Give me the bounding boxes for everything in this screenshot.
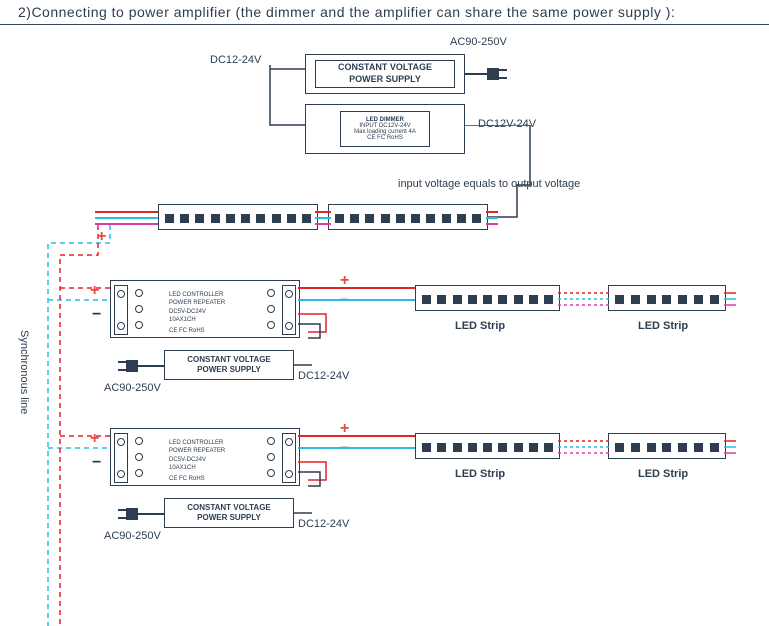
strip-1a: [415, 285, 560, 311]
wire-psu2-out: [294, 508, 314, 518]
seg2-end-leads: [486, 204, 500, 234]
title-rule: [0, 24, 769, 25]
plug-icon-top: [465, 60, 515, 88]
strip-2b: [608, 433, 726, 459]
psu-top-outer: CONSTANT VOLTAGE POWER SUPPLY: [305, 54, 465, 94]
label-strip-1a: LED Strip: [455, 320, 505, 332]
label-strip-2b: LED Strip: [638, 468, 688, 480]
plug-icon-ctrl2: [110, 502, 166, 526]
plus-seg1: +: [97, 228, 106, 246]
seg-between-leads: [315, 204, 331, 234]
led-seg2-dots: [335, 209, 481, 227]
psu-ctrl1: CONSTANT VOLTAGEPOWER SUPPLY: [164, 350, 294, 380]
strip1-between: [558, 285, 610, 315]
strip-2a: [415, 433, 560, 459]
psu-top-inner: CONSTANT VOLTAGE POWER SUPPLY: [315, 60, 455, 88]
ctrl1-out-wires: [298, 280, 420, 340]
ctrl2-out-wires: [298, 428, 420, 488]
ctrl2-endcap-r: [282, 433, 296, 483]
wire-dc-left: [268, 65, 308, 135]
ctrl2-endcap-l: [114, 433, 128, 483]
psu-ctrl2: CONSTANT VOLTAGEPOWER SUPPLY: [164, 498, 294, 528]
label-strip-2a: LED Strip: [455, 468, 505, 480]
label-ac-ctrl2: AC90-250V: [104, 530, 161, 542]
minus-in-2: −: [92, 454, 101, 472]
strip1-end: [724, 285, 738, 315]
label-sync-line: Synchronous line: [18, 330, 30, 414]
label-dc-ctrl2: DC12-24V: [298, 518, 349, 530]
label-strip-1b: LED Strip: [638, 320, 688, 332]
label-dc-ctrl1: DC12-24V: [298, 370, 349, 382]
plus-in-2: +: [90, 430, 99, 448]
label-ac-ctrl1: AC90-250V: [104, 382, 161, 394]
label-dc-top: DC12-24V: [210, 54, 261, 66]
psu-top-text1: CONSTANT VOLTAGE: [338, 62, 432, 74]
ctrl1-endcap-r: [282, 285, 296, 335]
plug-icon-ctrl1: [110, 354, 166, 378]
sync-lines: [40, 225, 120, 626]
strip2-end: [724, 433, 738, 463]
ctrl2-text: LED CONTROLLER POWER REPEATER DC5V-DC24V…: [169, 439, 225, 483]
controller-2: LED CONTROLLER POWER REPEATER DC5V-DC24V…: [110, 428, 300, 486]
led-seg1-dots: [165, 209, 311, 227]
psu-top-text2: POWER SUPPLY: [349, 74, 421, 86]
ctrl1-text: LED CONTROLLER POWER REPEATER DC5V-DC24V…: [169, 291, 225, 335]
strip2-between: [558, 433, 610, 463]
label-ac-top: AC90-250V: [450, 36, 507, 48]
controller-1: LED CONTROLLER POWER REPEATER DC5V-DC24V…: [110, 280, 300, 338]
diagram-title: 2)Connecting to power amplifier (the dim…: [18, 4, 675, 20]
minus-in-1: −: [92, 306, 101, 324]
wire-psu1-out: [294, 360, 314, 370]
plus-in-1: +: [90, 282, 99, 300]
led-segment-1: [158, 204, 318, 230]
ctrl1-endcap-l: [114, 285, 128, 335]
label-voltage-note: input voltage equals to output voltage: [398, 178, 580, 190]
strip-1b: [608, 285, 726, 311]
led-segment-2: [328, 204, 488, 230]
